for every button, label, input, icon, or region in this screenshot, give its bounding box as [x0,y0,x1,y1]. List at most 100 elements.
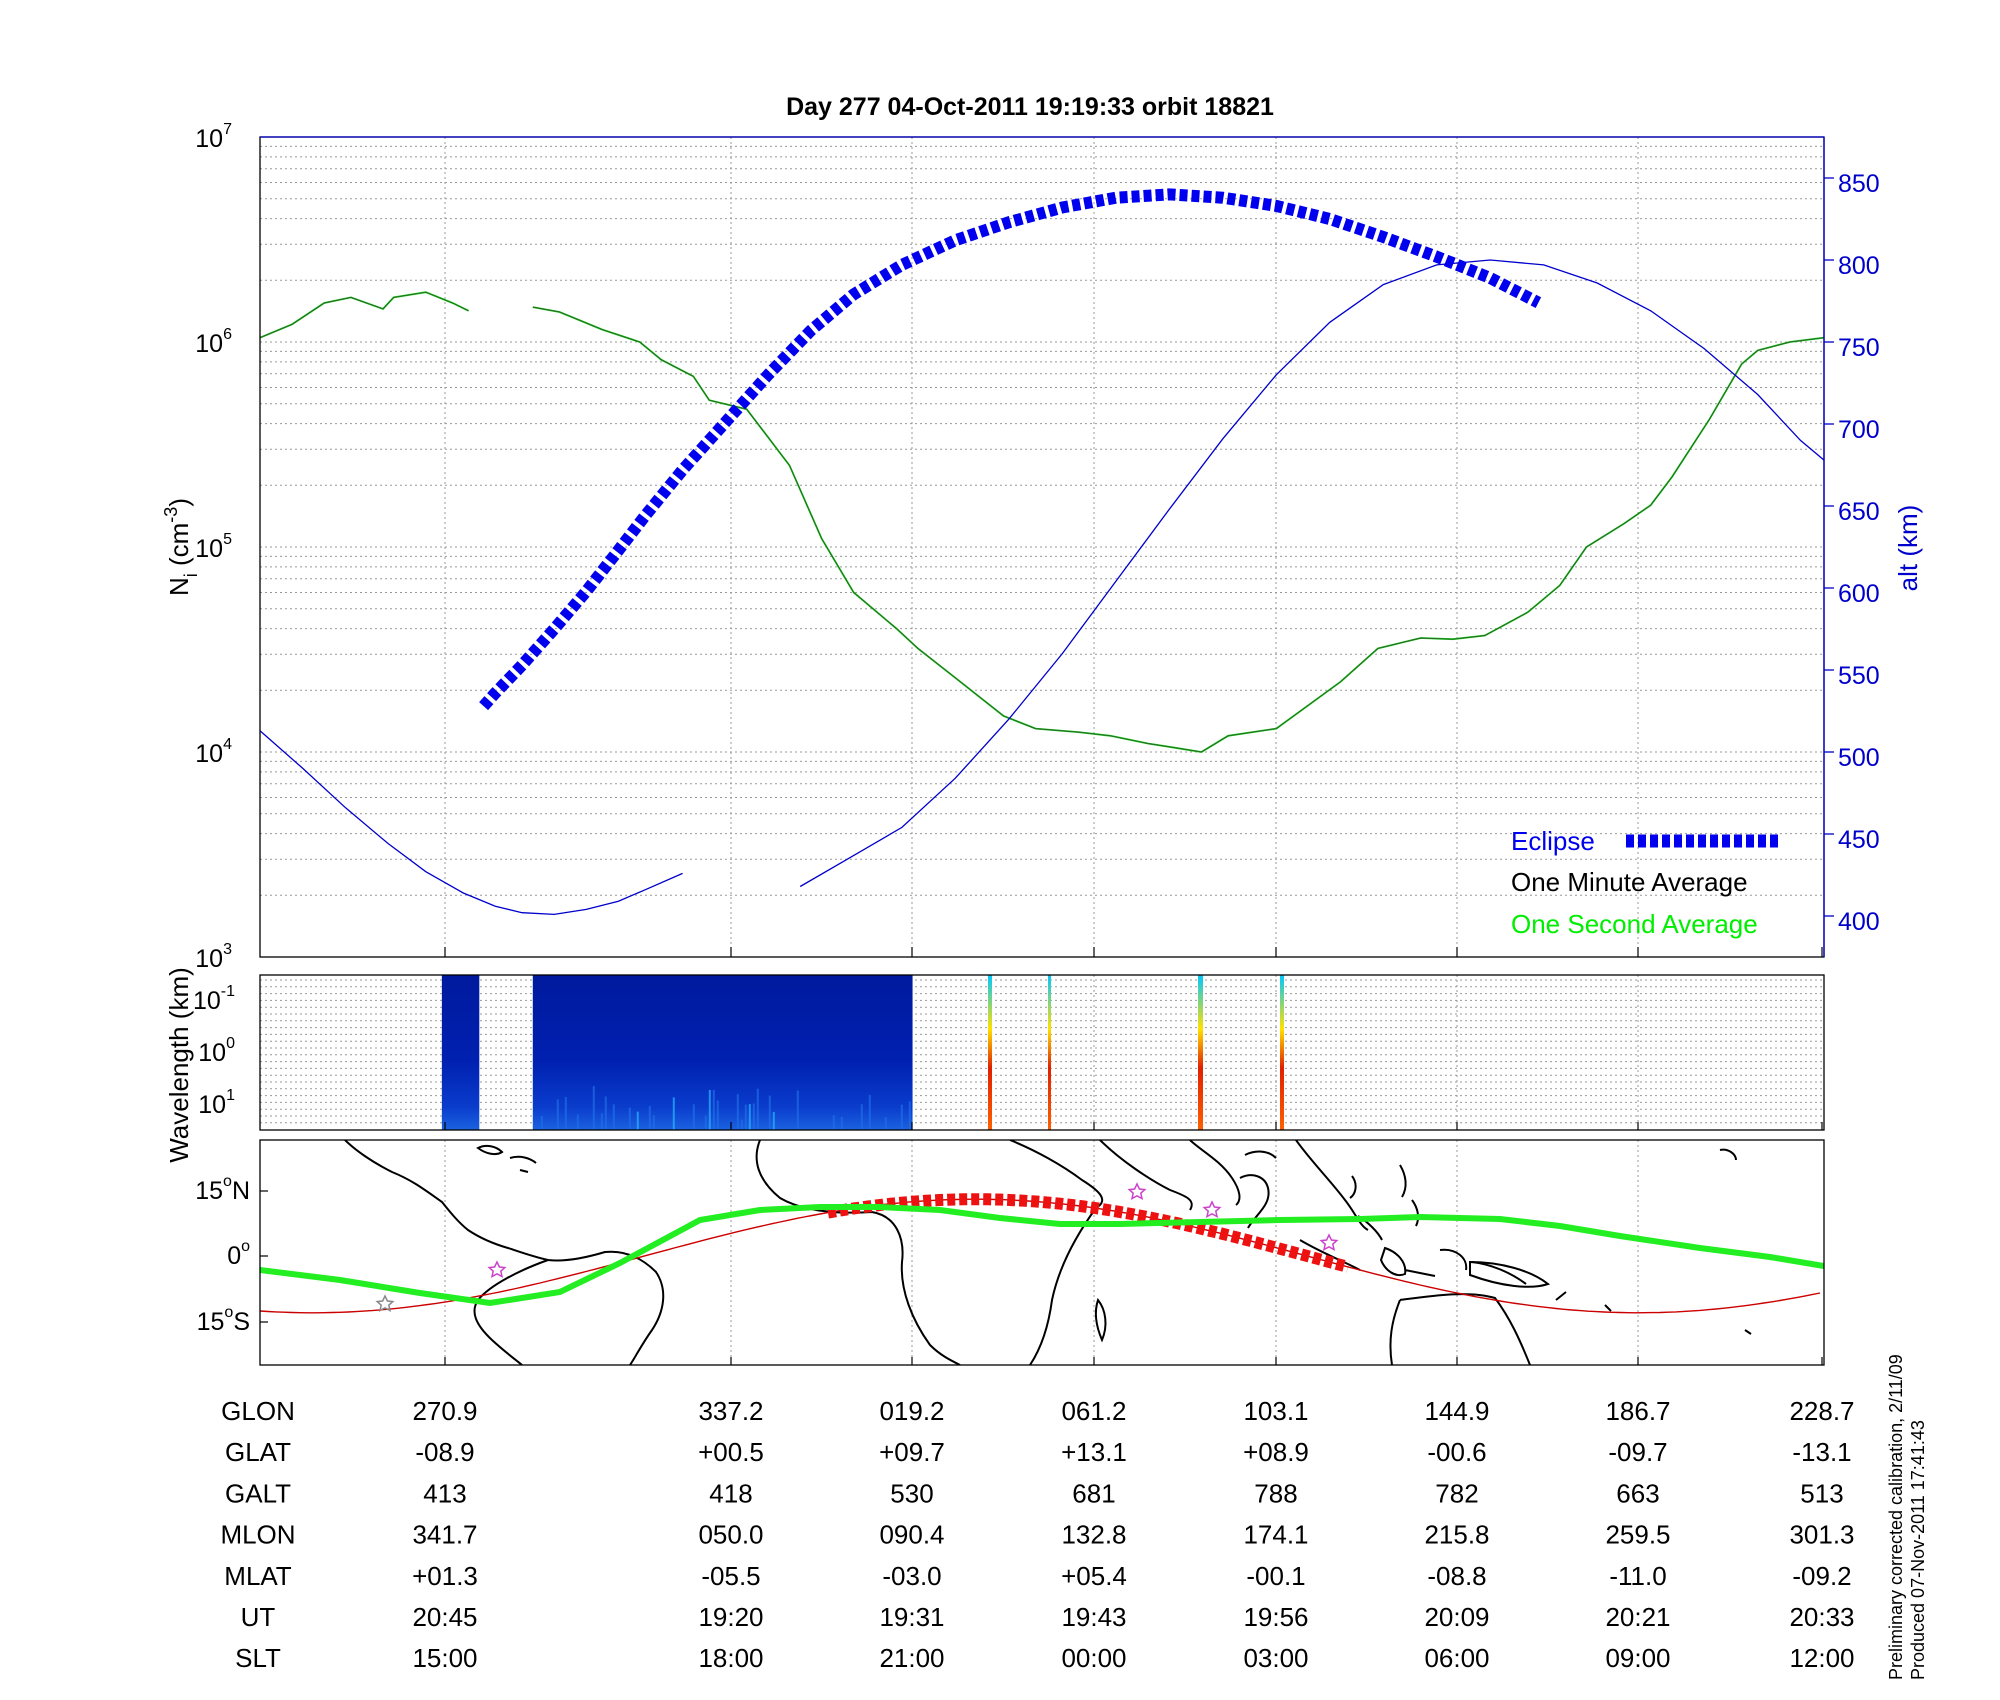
table-cell: 03:00 [1243,1643,1308,1673]
coast-caribbean-1 [476,1144,504,1156]
coast-north-america [344,1140,549,1261]
table-cell: 215.8 [1424,1520,1489,1550]
spectrogram-texture [772,1111,775,1130]
y-tick-1e5: 105 [195,531,232,563]
table-row-label: GALT [225,1478,291,1508]
spec-tick-1e1: 101 [198,1087,235,1119]
table-cell: -05.5 [701,1561,760,1591]
orbit-parameter-table: GLON GLAT GALT MLON MLAT UT SLT 270.9 -08.9 413 34… [220,1396,1854,1673]
spectrogram-texture [652,1115,655,1130]
table-cell: 301.3 [1789,1520,1854,1550]
table-cell: 20:09 [1424,1602,1489,1632]
spec-tick-1e-1: 10-1 [193,983,235,1015]
density-lines [260,291,1824,753]
table-cell: 019.2 [879,1396,944,1426]
legend-minute-label: One Minute Average [1511,867,1748,897]
table-cell: 513 [1800,1478,1843,1508]
spectrogram-texture [708,1089,711,1130]
altitude-ticks: 400 450 500 550 600 650 700 750 800 850 [1824,170,1880,936]
table-cell: -08.8 [1427,1561,1486,1591]
spectrogram-texture [748,1104,751,1130]
spectrogram-burst [1048,975,1051,1130]
table-cell: 663 [1616,1478,1659,1508]
spectrogram-block [532,975,913,1130]
alt-tick-600: 600 [1838,580,1880,608]
y-tick-1e3: 103 [195,941,232,973]
density-y-label: Ni (cm-3) [161,498,201,596]
spectrogram-x-ticks [444,1122,1823,1130]
spectrogram-texture [744,1104,747,1130]
altitude-line [260,730,683,916]
spectrogram-texture [592,1086,595,1130]
spectrogram-texture [868,1094,871,1130]
table-cell: 09:00 [1605,1643,1670,1673]
table-cell: 20:45 [412,1602,477,1632]
alt-tick-450: 450 [1838,826,1880,854]
station-star-icon [1127,1182,1147,1200]
alt-tick-400: 400 [1838,908,1880,936]
magnetic-equator-track [260,1204,1824,1307]
footnote-line-1: Preliminary corrected calibration, 2/11/… [1886,1354,1906,1680]
table-cell: 20:21 [1605,1602,1670,1632]
spectrogram-texture [604,1096,607,1130]
table-cell: -08.9 [415,1437,474,1467]
spectrogram-texture [752,1103,755,1130]
table-cell: +05.4 [1061,1561,1127,1591]
table-cell: 20:33 [1789,1602,1854,1632]
spectrogram-burst [988,975,992,1130]
spectrogram-texture [832,1115,835,1130]
spectrogram-data [441,975,1284,1130]
table-cell: 18:00 [698,1643,763,1673]
spectrogram-texture [704,1115,707,1130]
table-cell: 19:43 [1061,1602,1126,1632]
minute-avg-line [532,306,1824,753]
table-cell: 259.5 [1605,1520,1670,1550]
alt-tick-500: 500 [1838,744,1880,772]
spectrogram-gridlines [260,975,1824,1130]
spectrogram-plot-area [260,975,1824,1130]
alt-tick-550: 550 [1838,662,1880,690]
map-x-ticks [260,1190,1823,1365]
table-cell: 413 [423,1478,466,1508]
alt-tick-800: 800 [1838,252,1880,280]
table-cell: 132.8 [1061,1520,1126,1550]
coast-arabia-india [1099,1140,1277,1229]
y-tick-1e7: 107 [195,121,232,153]
eclipse-track [826,1193,1350,1273]
table-cell: -00.6 [1427,1437,1486,1467]
map-plot-area [260,1140,1824,1365]
table-row-label: UT [241,1602,276,1632]
chart-title: Day 277 04-Oct-2011 19:19:33 orbit 18821 [786,93,1274,121]
spectrogram-texture [648,1105,651,1130]
table-cell: 174.1 [1243,1520,1308,1550]
spectrogram-texture [756,1088,759,1130]
spectrogram-texture [540,1115,543,1130]
map-tick-0: 0o [227,1238,250,1270]
alt-tick-700: 700 [1838,416,1880,444]
table-cell: 19:31 [879,1602,944,1632]
table-cell: 090.4 [879,1520,944,1550]
spectrogram-texture [712,1089,715,1130]
table-cell: -11.0 [1609,1561,1666,1591]
alt-tick-750: 750 [1838,334,1880,362]
spectrogram-texture [576,1114,579,1130]
table-cell: 681 [1072,1478,1115,1508]
map-tick-15s: 15oS [197,1304,250,1336]
table-cell: 270.9 [412,1396,477,1426]
legend: Eclipse One Minute Average One Second Av… [1511,826,1780,939]
spectrogram-panel: 10-1 100 101 Wavelength (km) [164,967,1825,1163]
table-cell: 341.7 [412,1520,477,1550]
coast-australia [1389,1293,1531,1365]
table-row-label: GLON [221,1396,295,1426]
legend-second-label: One Second Average [1511,909,1758,939]
coast-philippines [1399,1164,1420,1227]
station-star-icon [1319,1233,1339,1251]
spectrogram-block [441,975,480,1130]
minute-avg-line [260,291,469,339]
coast-south-america [473,1250,665,1365]
spectrogram-texture [672,1097,675,1130]
table-cell: 144.9 [1424,1396,1489,1426]
table-row-label: SLT [235,1643,281,1673]
altitude-y-label: alt (km) [1893,505,1923,592]
table-cell: 06:00 [1424,1643,1489,1673]
